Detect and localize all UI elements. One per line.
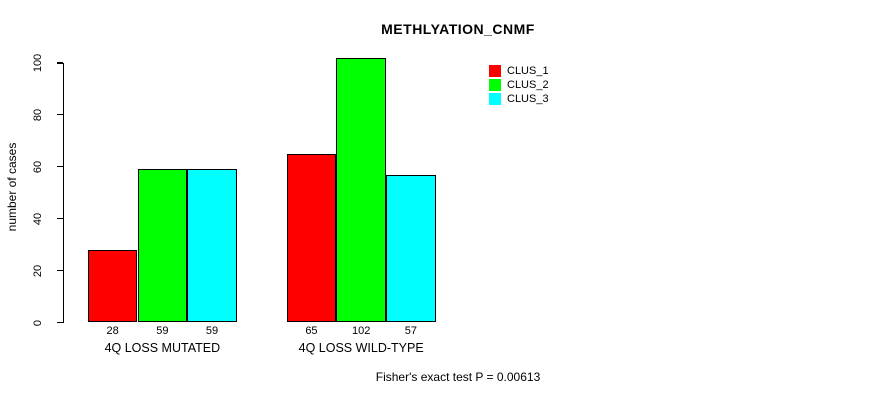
legend-label: CLUS_1: [507, 65, 549, 77]
bar-value-label: 57: [404, 325, 417, 337]
category-label: 4Q LOSS WILD-TYPE: [298, 341, 424, 355]
legend-swatch-icon: [489, 65, 501, 77]
bar-clus_3-1: [187, 169, 237, 323]
bar-clus_1-1: [87, 249, 138, 323]
annotation-text: Fisher's exact test P = 0.00613: [375, 370, 541, 384]
y-axis-label: number of cases: [5, 142, 19, 232]
bar-value-label: 102: [351, 325, 371, 337]
y-tick-label: 60: [32, 160, 44, 173]
category-label: 4Q LOSS MUTATED: [104, 341, 221, 355]
legend-label: CLUS_3: [507, 93, 549, 105]
legend-item-clus_1: CLUS_1: [489, 64, 549, 78]
y-tick-label: 20: [32, 264, 44, 277]
y-tick: [57, 114, 63, 116]
y-tick: [57, 270, 63, 272]
y-tick: [57, 62, 63, 64]
legend-label: CLUS_2: [507, 79, 549, 91]
legend-swatch-icon: [489, 79, 501, 91]
bar-clus_3-2: [386, 174, 436, 323]
legend: CLUS_1 CLUS_2 CLUS_3: [489, 64, 549, 106]
legend-item-clus_3: CLUS_3: [489, 92, 549, 106]
bar-clus_2-2: [336, 57, 386, 323]
y-tick-label: 40: [32, 212, 44, 225]
y-tick: [57, 218, 63, 220]
bar-value-label: 59: [205, 325, 219, 337]
bar-clus_2-1: [137, 169, 188, 323]
legend-swatch-icon: [489, 93, 501, 105]
bar-value-label: 65: [305, 325, 318, 337]
legend-item-clus_2: CLUS_2: [489, 78, 549, 92]
bar-value-label: 59: [156, 325, 169, 337]
y-tick: [57, 166, 63, 168]
y-tick-label: 80: [32, 108, 44, 122]
y-tick-label: 0: [32, 319, 44, 326]
bar-value-label: 28: [106, 325, 119, 337]
bar-clus_1-2: [286, 153, 337, 323]
y-tick: [57, 321, 63, 324]
y-axis-line: [63, 63, 65, 323]
y-tick-label: 100: [32, 53, 44, 73]
chart-title: METHLYATION_CNMF: [381, 21, 535, 37]
